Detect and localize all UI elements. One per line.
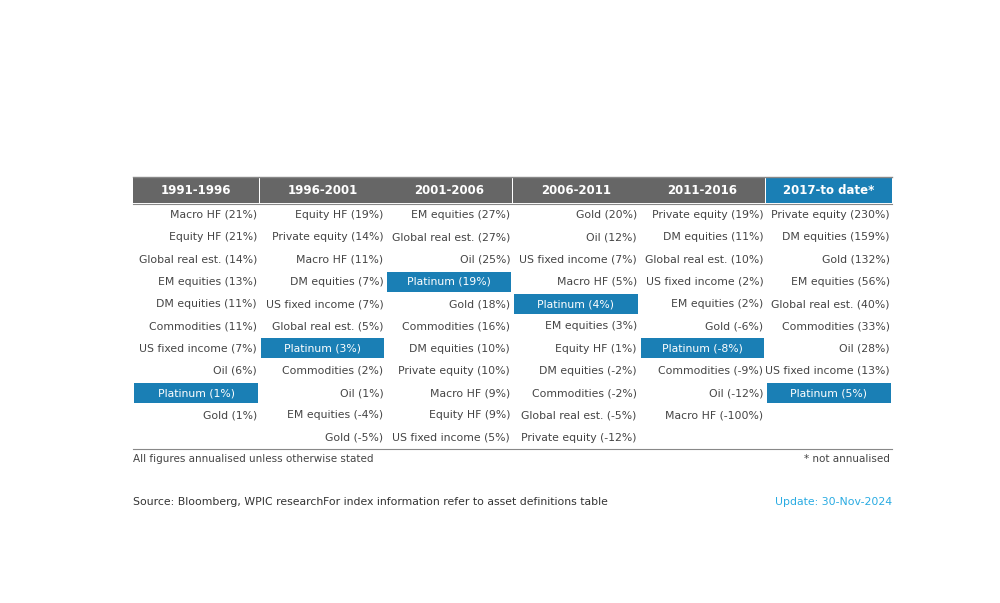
Text: Global real est. (40%): Global real est. (40%) [771, 299, 890, 309]
FancyBboxPatch shape [766, 177, 892, 203]
Text: Source: Bloomberg, WPIC research: Source: Bloomberg, WPIC research [133, 497, 323, 507]
Text: 2006-2011: 2006-2011 [541, 184, 611, 197]
FancyBboxPatch shape [386, 177, 512, 203]
Text: Equity HF (1%): Equity HF (1%) [555, 344, 637, 353]
Text: For index information refer to asset definitions table: For index information refer to asset def… [323, 497, 608, 507]
Text: EM equities (2%): EM equities (2%) [671, 299, 763, 309]
Text: 2001-2006: 2001-2006 [414, 184, 484, 197]
Text: Macro HF (21%): Macro HF (21%) [170, 210, 257, 220]
FancyBboxPatch shape [639, 177, 765, 203]
Text: US fixed income (7%): US fixed income (7%) [519, 254, 637, 265]
Text: Macro HF (5%): Macro HF (5%) [557, 277, 637, 287]
Text: Global real est. (10%): Global real est. (10%) [645, 254, 763, 265]
Text: Equity HF (21%): Equity HF (21%) [169, 232, 257, 242]
FancyBboxPatch shape [767, 383, 891, 403]
Text: 1991-1996: 1991-1996 [161, 184, 231, 197]
Text: Private equity (230%): Private equity (230%) [771, 210, 890, 220]
Text: Oil (28%): Oil (28%) [839, 344, 890, 353]
Text: Global real est. (5%): Global real est. (5%) [272, 321, 384, 331]
Text: Platinum (5%): Platinum (5%) [790, 388, 867, 398]
Text: 2017-to date*: 2017-to date* [783, 184, 875, 197]
FancyBboxPatch shape [641, 338, 764, 358]
Text: Gold (-6%): Gold (-6%) [705, 321, 763, 331]
Text: Platinum (3%): Platinum (3%) [284, 344, 361, 353]
Text: Oil (1%): Oil (1%) [340, 388, 384, 398]
Text: US fixed income (13%): US fixed income (13%) [765, 366, 890, 376]
Text: US fixed income (5%): US fixed income (5%) [392, 433, 510, 443]
Text: Private equity (19%): Private equity (19%) [652, 210, 763, 220]
Text: Update: 30-Nov-2024: Update: 30-Nov-2024 [775, 497, 892, 507]
Text: Global real est. (-5%): Global real est. (-5%) [521, 411, 637, 420]
Text: EM equities (-4%): EM equities (-4%) [287, 411, 384, 420]
Text: US fixed income (2%): US fixed income (2%) [646, 277, 763, 287]
FancyBboxPatch shape [133, 177, 259, 203]
Text: Oil (25%): Oil (25%) [460, 254, 510, 265]
Text: All figures annualised unless otherwise stated: All figures annualised unless otherwise … [133, 454, 373, 464]
Text: EM equities (13%): EM equities (13%) [158, 277, 257, 287]
Text: 1996-2001: 1996-2001 [288, 184, 358, 197]
Text: Global real est. (14%): Global real est. (14%) [139, 254, 257, 265]
Text: Gold (132%): Gold (132%) [822, 254, 890, 265]
Text: Oil (12%): Oil (12%) [586, 232, 637, 242]
Text: Equity HF (19%): Equity HF (19%) [295, 210, 384, 220]
Text: EM equities (27%): EM equities (27%) [411, 210, 510, 220]
Text: Platinum (1%): Platinum (1%) [158, 388, 235, 398]
Text: Macro HF (-100%): Macro HF (-100%) [665, 411, 763, 420]
Text: US fixed income (7%): US fixed income (7%) [266, 299, 384, 309]
Text: Gold (18%): Gold (18%) [449, 299, 510, 309]
Text: * not annualised: * not annualised [804, 454, 890, 464]
Text: Private equity (10%): Private equity (10%) [398, 366, 510, 376]
Text: DM equities (7%): DM equities (7%) [290, 277, 384, 287]
Text: 2011-2016: 2011-2016 [667, 184, 737, 197]
FancyBboxPatch shape [134, 383, 258, 403]
Text: DM equities (10%): DM equities (10%) [409, 344, 510, 353]
FancyBboxPatch shape [260, 177, 386, 203]
Text: Commodities (2%): Commodities (2%) [282, 366, 384, 376]
FancyBboxPatch shape [387, 271, 511, 291]
Text: Private equity (-12%): Private equity (-12%) [521, 433, 637, 443]
Text: Commodities (16%): Commodities (16%) [402, 321, 510, 331]
Text: Macro HF (11%): Macro HF (11%) [296, 254, 384, 265]
Text: Gold (20%): Gold (20%) [576, 210, 637, 220]
Text: DM equities (11%): DM equities (11%) [663, 232, 763, 242]
Text: Gold (-5%): Gold (-5%) [325, 433, 384, 443]
Text: US fixed income (7%): US fixed income (7%) [139, 344, 257, 353]
Text: Private equity (14%): Private equity (14%) [272, 232, 384, 242]
Text: EM equities (3%): EM equities (3%) [545, 321, 637, 331]
Text: Macro HF (9%): Macro HF (9%) [430, 388, 510, 398]
Text: Commodities (33%): Commodities (33%) [782, 321, 890, 331]
Text: Oil (-12%): Oil (-12%) [709, 388, 763, 398]
FancyBboxPatch shape [513, 177, 639, 203]
Text: DM equities (-2%): DM equities (-2%) [539, 366, 637, 376]
Text: Oil (6%): Oil (6%) [213, 366, 257, 376]
Text: DM equities (11%): DM equities (11%) [156, 299, 257, 309]
Text: DM equities (159%): DM equities (159%) [782, 232, 890, 242]
Text: Platinum (-8%): Platinum (-8%) [662, 344, 743, 353]
Text: Platinum (4%): Platinum (4%) [537, 299, 614, 309]
Text: Commodities (-2%): Commodities (-2%) [532, 388, 637, 398]
Text: Gold (1%): Gold (1%) [203, 411, 257, 420]
Text: EM equities (56%): EM equities (56%) [791, 277, 890, 287]
FancyBboxPatch shape [514, 294, 638, 314]
Text: Commodities (-9%): Commodities (-9%) [658, 366, 763, 376]
Text: Global real est. (27%): Global real est. (27%) [392, 232, 510, 242]
Text: Equity HF (9%): Equity HF (9%) [429, 411, 510, 420]
FancyBboxPatch shape [261, 338, 384, 358]
Text: Commodities (11%): Commodities (11%) [149, 321, 257, 331]
Text: Platinum (19%): Platinum (19%) [407, 277, 491, 287]
